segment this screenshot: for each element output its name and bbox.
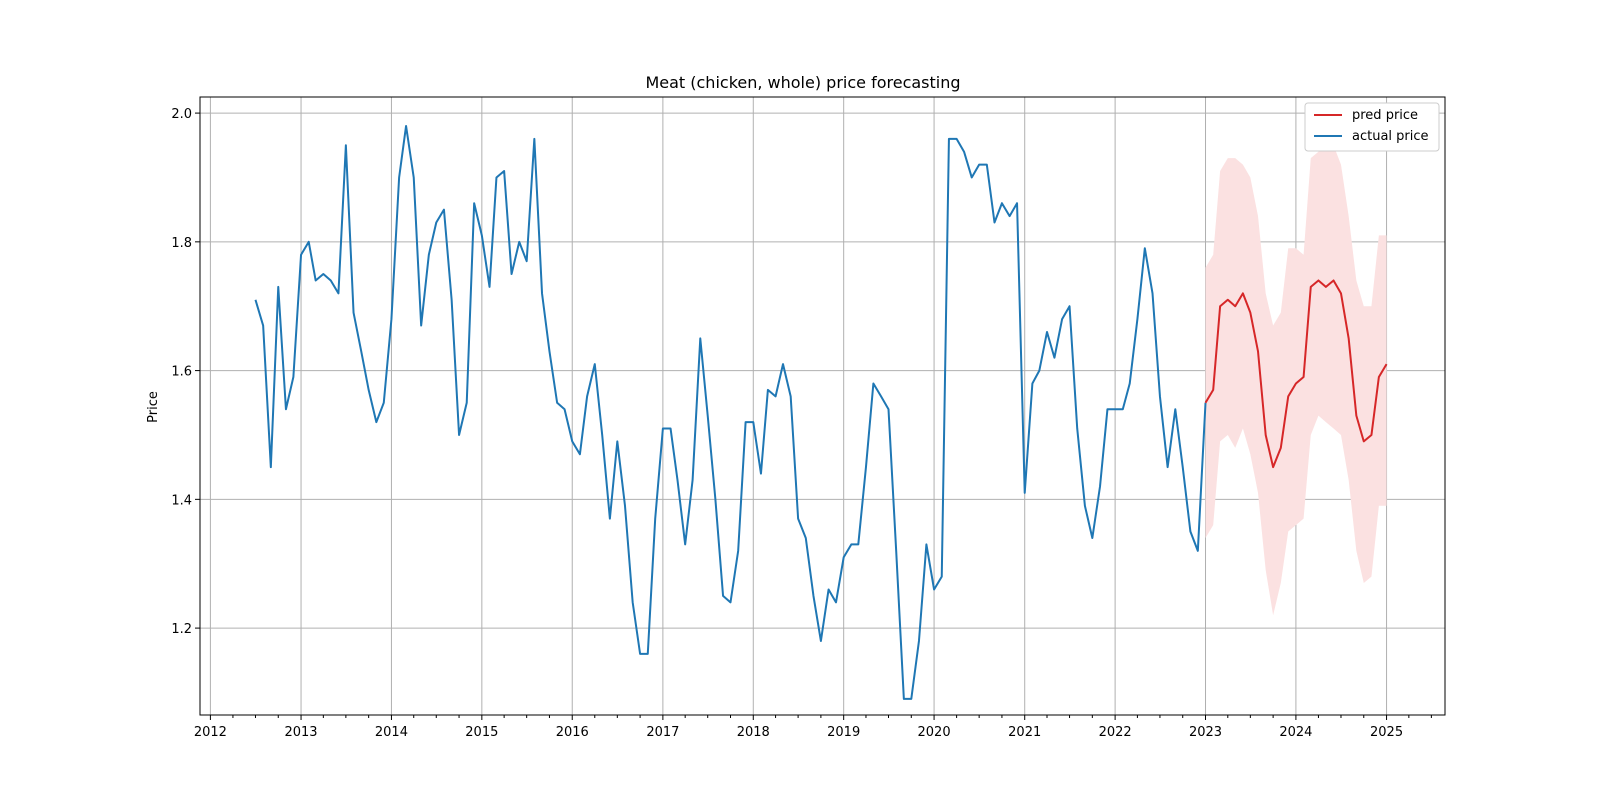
y-tick-label: 1.6 xyxy=(171,365,192,380)
legend-actual-label: actual price xyxy=(1352,129,1429,144)
x-tick-label: 2016 xyxy=(556,725,589,740)
x-tick-label: 2014 xyxy=(375,725,408,740)
y-tick-label: 1.2 xyxy=(171,622,192,637)
pred-confidence-band xyxy=(1205,145,1387,616)
y-tick-label: 1.8 xyxy=(171,236,192,251)
x-tick-label: 2025 xyxy=(1370,725,1403,740)
y-tick-label: 2.0 xyxy=(171,107,192,122)
x-tick-label: 2021 xyxy=(1008,725,1041,740)
x-tick-label: 2023 xyxy=(1189,725,1222,740)
x-tick-label: 2015 xyxy=(465,725,498,740)
y-tick-label: 1.4 xyxy=(171,493,192,508)
actual-price-line xyxy=(254,124,1207,700)
x-axis: 2012 2013 2014 2015 2016 2017 2018 2019 2020 2021… xyxy=(194,715,1432,740)
x-tick-label: 2019 xyxy=(827,725,860,740)
x-tick-label: 2018 xyxy=(737,725,770,740)
legend: pred price actual price xyxy=(1304,102,1440,152)
legend-pred-label: pred price xyxy=(1352,108,1418,123)
y-axis: 1.2 1.4 1.6 1.8 2.0 xyxy=(171,107,200,637)
x-tick-label: 2020 xyxy=(918,725,951,740)
x-tick-label: 2017 xyxy=(646,725,679,740)
chart-title: Meat (chicken, whole) price forecasting xyxy=(645,73,960,92)
pred-price-line xyxy=(1204,279,1388,469)
x-tick-label: 2013 xyxy=(284,725,317,740)
plot-frame xyxy=(199,96,1446,716)
x-tick-label: 2024 xyxy=(1279,725,1312,740)
y-axis-label: Price xyxy=(146,391,161,423)
x-tick-label: 2012 xyxy=(194,725,227,740)
plot-area xyxy=(254,124,1388,700)
x-tick-label: 2022 xyxy=(1099,725,1132,740)
